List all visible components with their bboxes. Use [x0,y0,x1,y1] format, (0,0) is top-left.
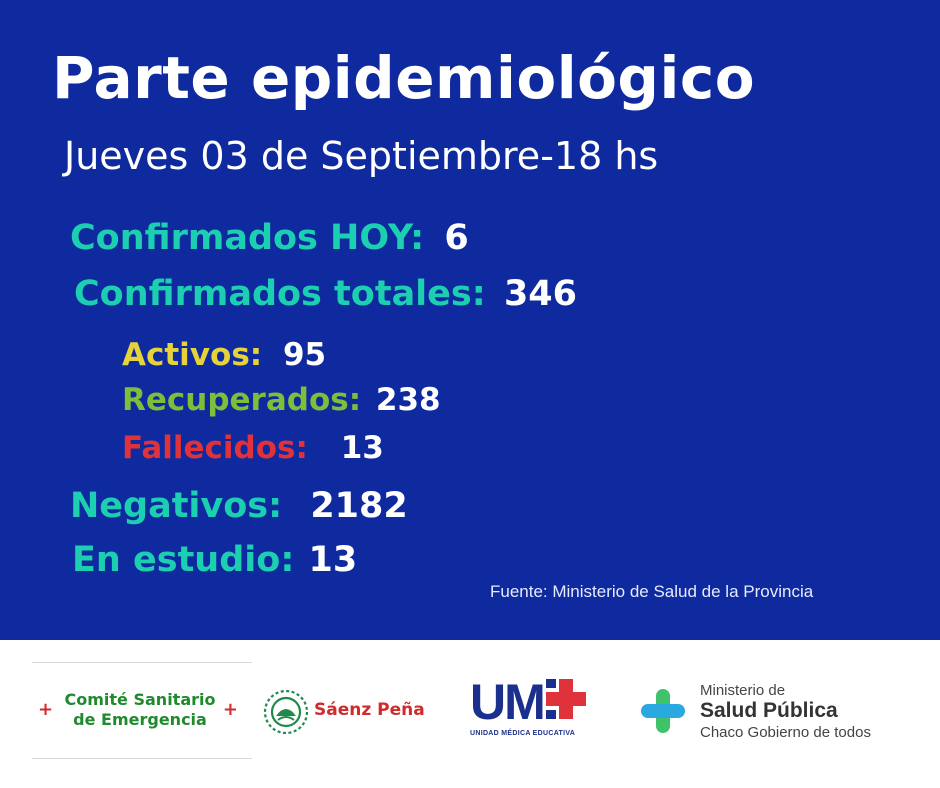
stat-value: 6 [444,218,469,258]
stat-value: 13 [308,540,358,580]
ume-logo: UM [470,676,588,728]
stat-label: Negativos: [70,486,283,526]
divider [32,758,252,759]
footer-logos: + Comité Sanitario de Emergencia + Sáenz… [0,640,940,788]
stat-label: Activos: [122,337,263,373]
ministerio-line3: Chaco Gobierno de todos [700,724,871,741]
stat-negativos: Negativos: 2182 [70,486,408,526]
stat-recuperados: Recuperados: 238 [122,382,441,418]
stat-value: 95 [282,337,327,373]
stat-label: Fallecidos: [122,430,308,466]
stat-value: 13 [340,430,384,466]
report-date: Jueves 03 de Septiembre-18 hs [64,134,659,178]
report-panel: Parte epidemiológico Jueves 03 de Septie… [0,0,940,640]
stat-value: 2182 [310,486,408,526]
stat-label: En estudio: [72,540,295,580]
red-cross-icon: + [38,699,54,720]
ume-subtitle: UNIDAD MÉDICA EDUCATIVA [470,730,576,737]
stat-activos: Activos: 95 [122,337,326,373]
page-title: Parte epidemiológico [52,44,756,112]
comite-line1: Comité Sanitario [64,690,216,709]
ume-cross-icon [545,679,586,719]
stat-label: Recuperados: [122,382,362,418]
comite-line2: de Emergencia [73,710,207,729]
stat-value: 346 [503,274,577,314]
saenz-pena-emblem-icon [263,689,309,735]
ume-text: UM [470,674,546,730]
stat-confirmados-hoy: Confirmados HOY: 6 [70,218,469,258]
stat-fallecidos: Fallecidos: 13 [122,430,384,466]
stat-en-estudio: En estudio: 13 [72,540,357,580]
stat-confirmados-totales: Confirmados totales: 346 [74,274,577,314]
source-note: Fuente: Ministerio de Salud de la Provin… [490,582,814,601]
comite-sanitario-logo: + Comité Sanitario de Emergencia + [38,690,240,730]
stat-label: Confirmados HOY: [70,218,425,258]
saenz-pena-label: Sáenz Peña [314,700,425,720]
divider [32,662,252,663]
ministerio-line2: Salud Pública [700,699,838,722]
red-cross-icon: + [222,699,238,720]
health-cross-icon [641,689,685,733]
ministerio-line1: Ministerio de [700,682,786,699]
stat-label: Confirmados totales: [74,274,486,314]
stat-value: 238 [375,382,441,418]
